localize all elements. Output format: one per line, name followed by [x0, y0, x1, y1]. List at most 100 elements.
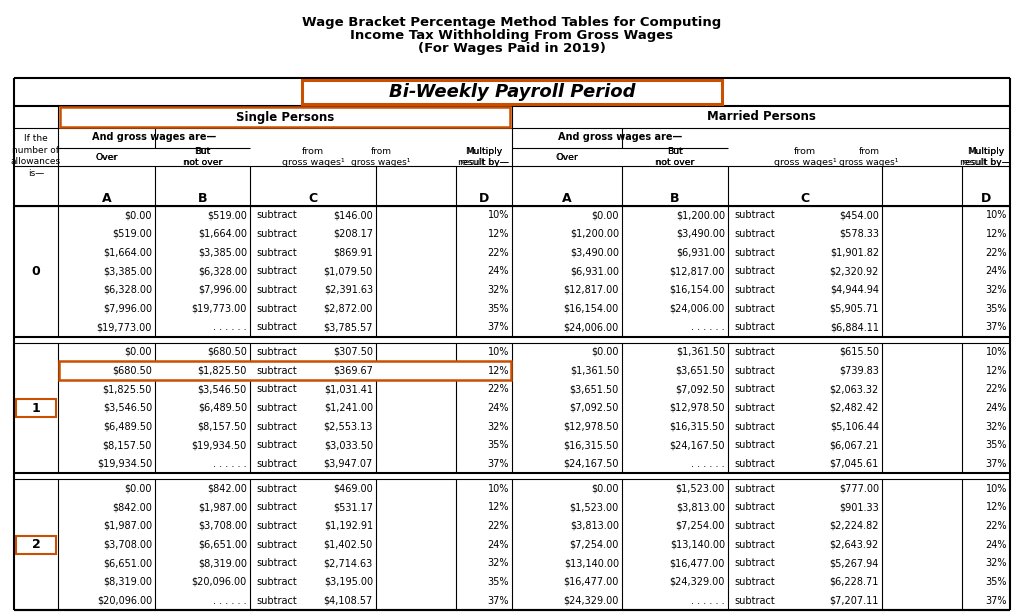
- Text: $3,813.00: $3,813.00: [676, 502, 725, 512]
- Text: $1,361.50: $1,361.50: [570, 366, 618, 376]
- Text: 12%: 12%: [487, 502, 509, 512]
- Text: from
gross wages¹: from gross wages¹: [773, 147, 837, 167]
- FancyBboxPatch shape: [16, 399, 56, 417]
- Text: 24%: 24%: [985, 403, 1007, 413]
- Text: subtract: subtract: [734, 266, 775, 276]
- Text: $146.00: $146.00: [333, 211, 373, 220]
- Text: 24%: 24%: [985, 540, 1007, 550]
- Text: $3,651.50: $3,651.50: [569, 384, 618, 394]
- Text: Over: Over: [556, 152, 578, 161]
- Text: Multiply
result by—: Multiply result by—: [961, 147, 1012, 167]
- Text: 37%: 37%: [487, 596, 509, 605]
- Text: $6,228.71: $6,228.71: [829, 577, 879, 587]
- Text: $1,200.00: $1,200.00: [570, 229, 618, 239]
- Text: C: C: [308, 193, 317, 206]
- Text: subtract: subtract: [256, 366, 297, 376]
- Text: $1,192.91: $1,192.91: [324, 521, 373, 531]
- Text: subtract: subtract: [256, 521, 297, 531]
- Text: 0: 0: [32, 265, 40, 278]
- Text: $20,096.00: $20,096.00: [191, 577, 247, 587]
- Text: $4,108.57: $4,108.57: [324, 596, 373, 605]
- Text: $19,934.50: $19,934.50: [96, 459, 152, 469]
- Text: . . . . . .: . . . . . .: [213, 322, 247, 332]
- Text: But
not over: But not over: [656, 147, 694, 167]
- Text: 12%: 12%: [487, 366, 509, 376]
- Text: $869.91: $869.91: [333, 247, 373, 258]
- Text: $519.00: $519.00: [112, 229, 152, 239]
- Text: $1,825.50: $1,825.50: [198, 366, 247, 376]
- Text: subtract: subtract: [734, 247, 775, 258]
- Text: subtract: subtract: [734, 521, 775, 531]
- Text: 10%: 10%: [487, 211, 509, 220]
- Text: $3,651.50: $3,651.50: [676, 366, 725, 376]
- Text: $8,319.00: $8,319.00: [198, 558, 247, 569]
- FancyBboxPatch shape: [302, 80, 722, 104]
- Text: Over: Over: [95, 152, 118, 161]
- Text: $3,490.00: $3,490.00: [676, 229, 725, 239]
- Text: subtract: subtract: [256, 384, 297, 394]
- Text: $24,329.00: $24,329.00: [563, 596, 618, 605]
- Text: $2,224.82: $2,224.82: [829, 521, 879, 531]
- Text: . . . . . .: . . . . . .: [691, 322, 725, 332]
- Text: $16,477.00: $16,477.00: [563, 577, 618, 587]
- Text: 1: 1: [32, 402, 40, 414]
- Text: from
gross wages¹: from gross wages¹: [351, 147, 411, 167]
- Text: $16,154.00: $16,154.00: [670, 285, 725, 295]
- Text: subtract: subtract: [734, 577, 775, 587]
- Text: 37%: 37%: [487, 459, 509, 469]
- Text: 37%: 37%: [487, 322, 509, 332]
- Text: $13,140.00: $13,140.00: [564, 558, 618, 569]
- Text: $16,315.50: $16,315.50: [563, 440, 618, 450]
- Text: 32%: 32%: [985, 422, 1007, 432]
- Text: subtract: subtract: [256, 596, 297, 605]
- Text: subtract: subtract: [734, 422, 775, 432]
- Text: $2,063.32: $2,063.32: [829, 384, 879, 394]
- Text: If the
number of
allowances
is—: If the number of allowances is—: [11, 134, 61, 178]
- Text: 37%: 37%: [985, 459, 1007, 469]
- Text: $7,092.50: $7,092.50: [676, 384, 725, 394]
- Text: $1,987.00: $1,987.00: [102, 521, 152, 531]
- Text: . . . . . .: . . . . . .: [213, 459, 247, 469]
- Text: $1,361.50: $1,361.50: [676, 347, 725, 357]
- Text: $5,905.71: $5,905.71: [829, 304, 879, 314]
- Text: And gross wages are—: And gross wages are—: [558, 132, 682, 142]
- Text: 22%: 22%: [985, 521, 1007, 531]
- Text: 2: 2: [32, 538, 40, 551]
- Text: 12%: 12%: [487, 229, 509, 239]
- Text: 24%: 24%: [985, 266, 1007, 276]
- Text: $16,154.00: $16,154.00: [564, 304, 618, 314]
- Text: $1,079.50: $1,079.50: [324, 266, 373, 276]
- Text: 12%: 12%: [487, 366, 509, 376]
- Text: subtract: subtract: [256, 285, 297, 295]
- Text: subtract: subtract: [734, 211, 775, 220]
- Text: $12,978.50: $12,978.50: [563, 422, 618, 432]
- Text: 24%: 24%: [487, 266, 509, 276]
- Text: A: A: [101, 193, 112, 206]
- Text: subtract: subtract: [256, 366, 297, 376]
- Text: $1,825.50: $1,825.50: [102, 384, 152, 394]
- Text: $1,664.00: $1,664.00: [198, 229, 247, 239]
- Text: $6,931.00: $6,931.00: [570, 266, 618, 276]
- Text: $842.00: $842.00: [112, 502, 152, 512]
- Text: subtract: subtract: [734, 403, 775, 413]
- Text: And gross wages are—: And gross wages are—: [92, 132, 216, 142]
- Text: subtract: subtract: [734, 347, 775, 357]
- Text: $454.00: $454.00: [839, 211, 879, 220]
- Text: subtract: subtract: [734, 558, 775, 569]
- Text: 12%: 12%: [985, 366, 1007, 376]
- Text: 12%: 12%: [985, 502, 1007, 512]
- Text: $3,195.00: $3,195.00: [324, 577, 373, 587]
- Text: subtract: subtract: [734, 502, 775, 512]
- Text: $1,402.50: $1,402.50: [324, 540, 373, 550]
- Text: $1,523.00: $1,523.00: [676, 484, 725, 494]
- Text: $0.00: $0.00: [592, 484, 618, 494]
- Text: subtract: subtract: [256, 558, 297, 569]
- Text: subtract: subtract: [256, 440, 297, 450]
- Text: $5,106.44: $5,106.44: [829, 422, 879, 432]
- Text: $6,489.50: $6,489.50: [198, 403, 247, 413]
- Text: Single Persons: Single Persons: [236, 111, 334, 123]
- Text: $3,708.00: $3,708.00: [198, 521, 247, 531]
- Text: subtract: subtract: [734, 459, 775, 469]
- Text: Over: Over: [95, 152, 118, 161]
- Text: $24,329.00: $24,329.00: [670, 577, 725, 587]
